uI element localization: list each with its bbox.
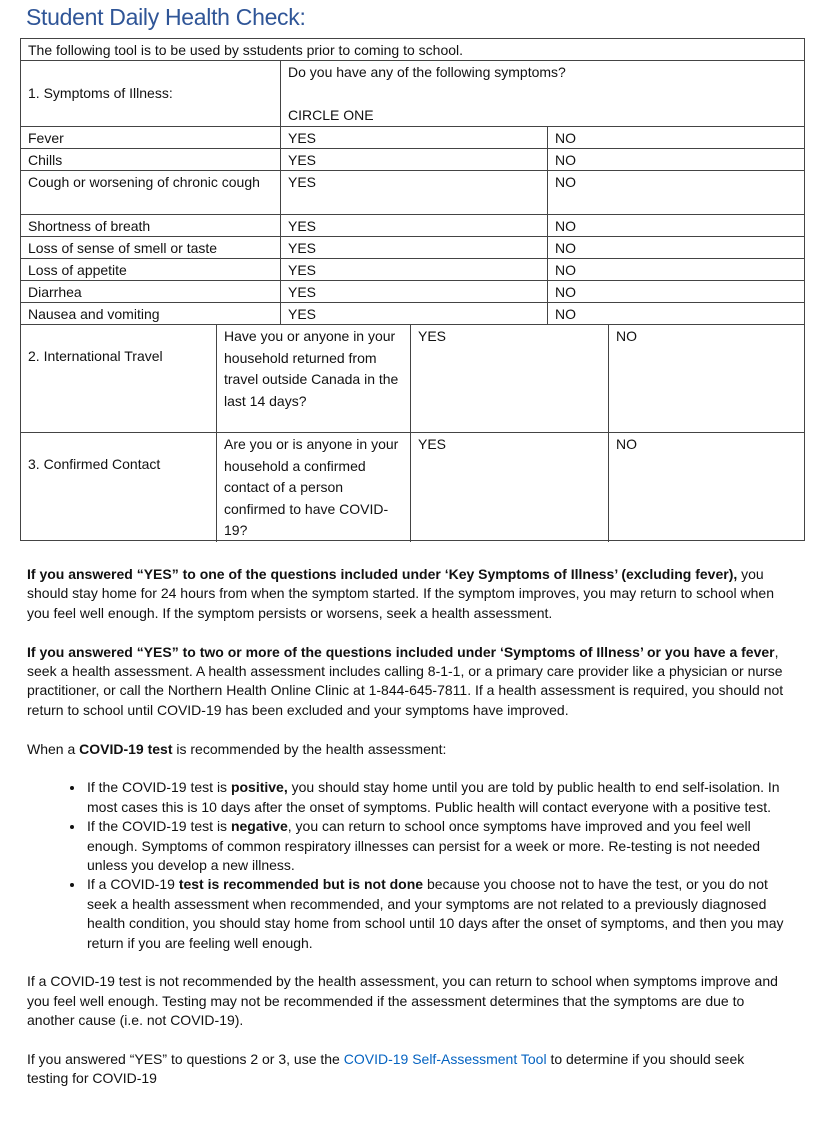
no-option[interactable]: NO	[548, 127, 804, 149]
no-option[interactable]: NO	[548, 259, 804, 281]
yes-option[interactable]: YES	[281, 149, 548, 171]
paragraph-self-assessment: If you answered “YES” to questions 2 or …	[27, 1050, 787, 1089]
text: If the COVID-19 test is	[87, 779, 231, 796]
text: because you choose not to have the test,…	[87, 876, 784, 951]
yes-option[interactable]: YES	[281, 215, 548, 237]
no-option[interactable]: NO	[548, 171, 804, 215]
yes-option[interactable]: YES	[281, 237, 548, 259]
yes-option[interactable]: YES	[411, 433, 609, 542]
section-question: Are you or is anyone in your household a…	[217, 433, 411, 542]
section1-question: Do you have any of the following symptom…	[288, 64, 566, 80]
no-option[interactable]: NO	[548, 281, 804, 303]
page-title: Student Daily Health Check:	[26, 4, 306, 30]
health-check-table: The following tool is to be used by sstu…	[20, 38, 805, 542]
yes-option[interactable]: YES	[411, 325, 609, 433]
list-item: If the COVID-19 test is positive, you sh…	[85, 778, 787, 817]
text: If you answered “YES” to questions 2 or …	[27, 1051, 344, 1068]
paragraph-test-not-recommended: If a COVID-19 test is not recommended by…	[27, 972, 787, 1030]
yes-option[interactable]: YES	[281, 303, 548, 325]
symptom-label: Shortness of breath	[21, 215, 281, 237]
no-option[interactable]: NO	[548, 215, 804, 237]
guidance-text: If you answered “YES” to one of the ques…	[27, 565, 787, 1108]
yes-option[interactable]: YES	[281, 127, 548, 149]
text: you should stay home for 24 hours from w…	[27, 566, 774, 621]
no-option[interactable]: NO	[548, 237, 804, 259]
section-label: 2. International Travel	[21, 325, 217, 433]
circle-one-instruction: CIRCLE ONE	[288, 106, 374, 123]
bold-text: positive,	[230, 779, 288, 796]
text: , seek a health assessment. A health ass…	[27, 643, 784, 718]
table-intro: The following tool is to be used by sstu…	[21, 39, 804, 61]
text: When a	[27, 740, 80, 757]
text: to determine if you should seek testing …	[27, 1051, 745, 1087]
self-assessment-tool-link[interactable]: COVID-19 Self-Assessment Tool	[343, 1051, 547, 1068]
text: you should stay home until you are told …	[87, 779, 780, 815]
bold-text: If you answered “YES” to two or more of …	[27, 643, 775, 660]
paragraph-two-symptoms: If you answered “YES” to two or more of …	[27, 643, 787, 721]
no-option[interactable]: NO	[548, 149, 804, 171]
text: is recommended by the health assessment:	[172, 740, 447, 757]
text: If a COVID-19	[87, 876, 179, 893]
bold-text: If you answered “YES” to one of the ques…	[27, 566, 738, 582]
no-option[interactable]: NO	[548, 303, 804, 325]
text: If a COVID-19 test is not recommended by…	[27, 973, 778, 1029]
no-option[interactable]: NO	[616, 436, 637, 452]
yes-option[interactable]: YES	[281, 171, 548, 215]
paragraph-one-symptom: If you answered “YES” to one of the ques…	[27, 565, 787, 623]
list-item: If a COVID-19 test is recommended but is…	[85, 875, 787, 953]
section1-question-cell: Do you have any of the following symptom…	[281, 61, 804, 127]
symptom-label: Fever	[21, 127, 281, 149]
bold-text: COVID-19 test	[79, 740, 173, 757]
section1-label: 1. Symptoms of Illness:	[21, 61, 281, 127]
bold-text: test is recommended but is not done	[178, 876, 424, 893]
symptom-label: Loss of sense of smell or taste	[21, 237, 281, 259]
symptom-label: Cough or worsening of chronic cough	[21, 171, 281, 215]
no-option[interactable]: NO	[609, 325, 804, 433]
bold-text: negative	[230, 818, 288, 835]
text: , you can return to school once symptoms…	[87, 818, 761, 874]
symptom-label: Diarrhea	[21, 281, 281, 303]
symptom-label: Loss of appetite	[21, 259, 281, 281]
text: If the COVID-19 test is	[87, 818, 231, 835]
symptom-label: Chills	[21, 149, 281, 171]
symptom-label: Nausea and vomiting	[21, 303, 281, 325]
list-item: If the COVID-19 test is negative, you ca…	[85, 817, 787, 875]
section-label: 3. Confirmed Contact	[21, 433, 217, 542]
yes-option[interactable]: YES	[281, 259, 548, 281]
yes-option[interactable]: YES	[281, 281, 548, 303]
section-question: Have you or anyone in your household ret…	[217, 325, 411, 433]
test-result-list: If the COVID-19 test is positive, you sh…	[27, 778, 787, 953]
paragraph-test-recommended: When a COVID-19 test is recommended by t…	[27, 740, 787, 759]
